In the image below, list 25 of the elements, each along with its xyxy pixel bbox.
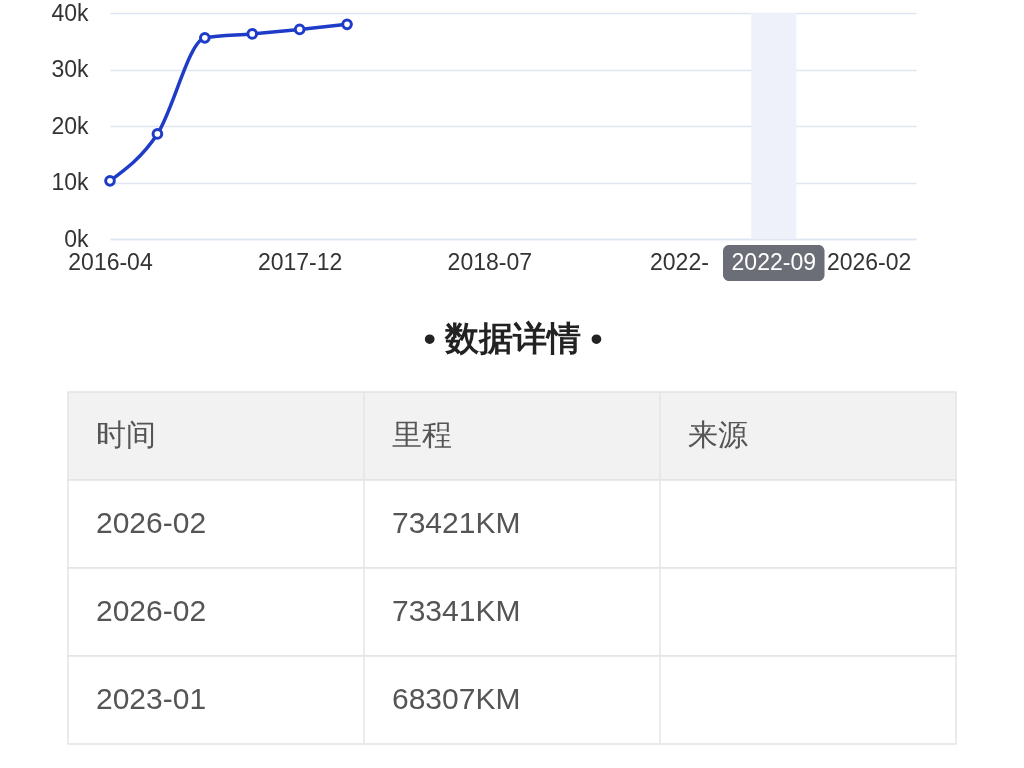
text: 2026-02 [96,506,207,539]
y-tick-label: 10k [51,169,89,195]
category-label: 来源 [688,418,748,451]
y-tick-label: 20k [51,112,89,139]
category-label: 时间 [96,418,156,451]
text: 68307KM [392,682,521,715]
x-tick-label: 2022- [650,248,709,275]
x-tick-label: 2017-12 [257,248,343,275]
y-tick-label: 30k [51,56,89,82]
text: 2026-02 [96,594,207,627]
text: 2023-01 [96,682,207,715]
point [104,174,116,187]
text: • 数据详情 • [423,319,603,358]
point [151,128,164,140]
text: 73341KM [392,594,521,627]
point [293,23,306,36]
point [246,28,259,40]
category-label: 里程 [392,418,452,451]
point [341,18,353,31]
text: 73421KM [392,506,521,539]
point [198,32,211,44]
y-tick-label: 40k [51,0,89,26]
x-tick-label: 2018-07 [447,248,533,275]
x-tick-label: 2022-09 [731,249,816,275]
x-tick-label: 2026-02 [826,248,912,275]
